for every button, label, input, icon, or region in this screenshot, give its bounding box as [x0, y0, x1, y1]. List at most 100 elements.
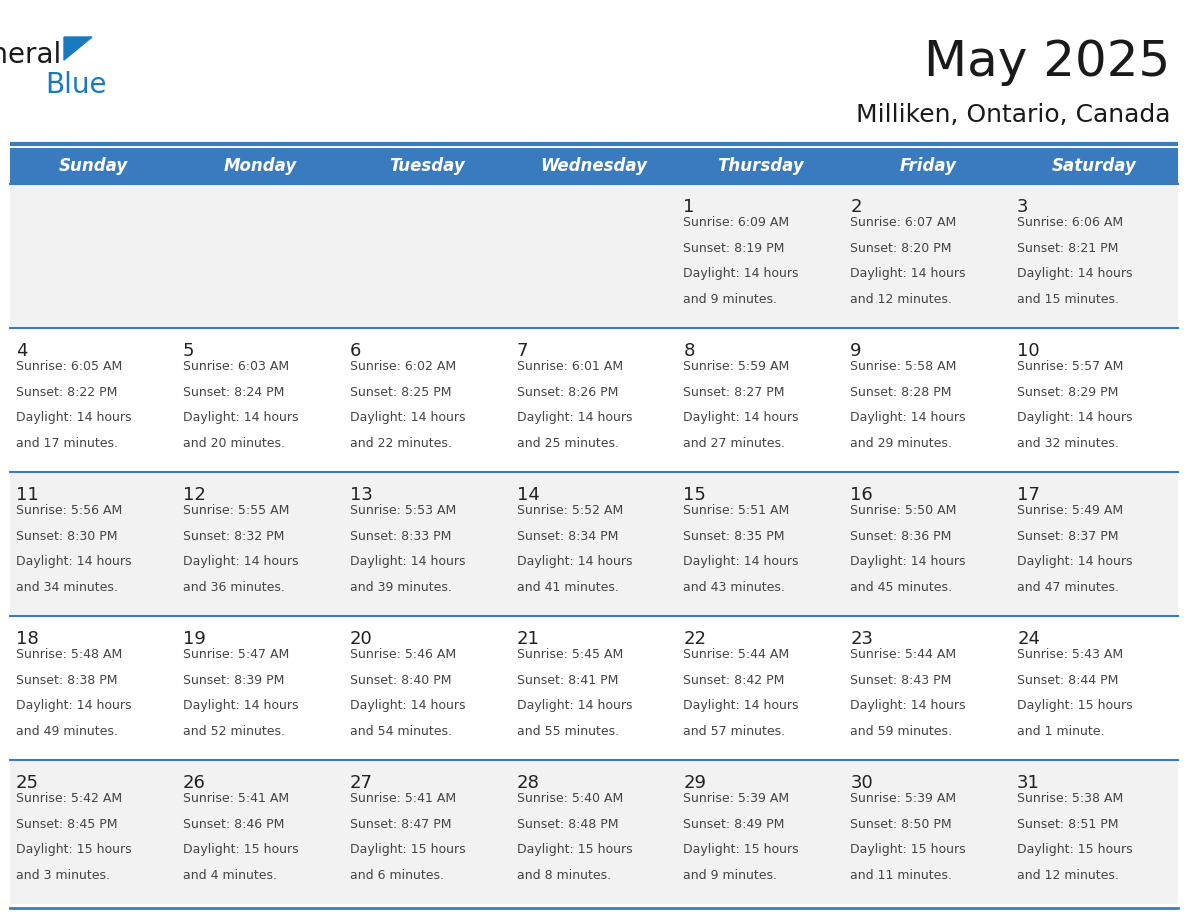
Text: Sunset: 8:42 PM: Sunset: 8:42 PM — [683, 674, 785, 687]
Text: and 4 minutes.: and 4 minutes. — [183, 869, 277, 882]
Text: Sunset: 8:29 PM: Sunset: 8:29 PM — [1017, 386, 1119, 398]
Text: Daylight: 14 hours: Daylight: 14 hours — [183, 411, 298, 424]
Text: 4: 4 — [15, 342, 27, 360]
Text: Friday: Friday — [899, 157, 956, 175]
Text: Sunrise: 6:01 AM: Sunrise: 6:01 AM — [517, 360, 623, 373]
Text: Sunrise: 5:44 AM: Sunrise: 5:44 AM — [851, 648, 956, 661]
Text: Sunset: 8:38 PM: Sunset: 8:38 PM — [15, 674, 118, 687]
Text: Sunrise: 5:51 AM: Sunrise: 5:51 AM — [683, 504, 790, 517]
Bar — [10, 184, 1178, 328]
Text: Daylight: 15 hours: Daylight: 15 hours — [15, 844, 132, 856]
Text: 13: 13 — [349, 486, 373, 504]
Text: 20: 20 — [349, 630, 373, 648]
Bar — [10, 616, 1178, 760]
Text: and 59 minutes.: and 59 minutes. — [851, 725, 953, 738]
Text: General: General — [0, 41, 62, 69]
Text: 16: 16 — [851, 486, 873, 504]
Text: 8: 8 — [683, 342, 695, 360]
Text: Daylight: 14 hours: Daylight: 14 hours — [183, 700, 298, 712]
Text: Sunset: 8:48 PM: Sunset: 8:48 PM — [517, 818, 618, 831]
Text: 31: 31 — [1017, 774, 1040, 792]
Bar — [10, 328, 1178, 472]
Text: 1: 1 — [683, 198, 695, 216]
Text: 12: 12 — [183, 486, 206, 504]
Text: Daylight: 14 hours: Daylight: 14 hours — [683, 267, 798, 280]
Text: 29: 29 — [683, 774, 707, 792]
Text: and 3 minutes.: and 3 minutes. — [15, 869, 110, 882]
Text: 17: 17 — [1017, 486, 1040, 504]
Text: Blue: Blue — [45, 71, 107, 99]
Text: Sunrise: 6:07 AM: Sunrise: 6:07 AM — [851, 216, 956, 229]
Bar — [10, 472, 1178, 616]
Text: Daylight: 14 hours: Daylight: 14 hours — [183, 555, 298, 568]
Text: Sunrise: 5:41 AM: Sunrise: 5:41 AM — [349, 792, 456, 805]
Text: 15: 15 — [683, 486, 707, 504]
Text: Sunday: Sunday — [58, 157, 128, 175]
Text: Sunrise: 6:09 AM: Sunrise: 6:09 AM — [683, 216, 790, 229]
Text: Wednesday: Wednesday — [541, 157, 647, 175]
Bar — [10, 760, 1178, 904]
Text: 7: 7 — [517, 342, 529, 360]
Text: and 12 minutes.: and 12 minutes. — [1017, 869, 1119, 882]
Text: Sunset: 8:19 PM: Sunset: 8:19 PM — [683, 241, 785, 254]
Text: Sunrise: 5:49 AM: Sunrise: 5:49 AM — [1017, 504, 1124, 517]
Text: Daylight: 14 hours: Daylight: 14 hours — [349, 700, 466, 712]
Text: and 57 minutes.: and 57 minutes. — [683, 725, 785, 738]
Text: Sunrise: 5:58 AM: Sunrise: 5:58 AM — [851, 360, 956, 373]
Text: Daylight: 14 hours: Daylight: 14 hours — [15, 555, 132, 568]
Text: Sunset: 8:30 PM: Sunset: 8:30 PM — [15, 530, 118, 543]
Text: and 15 minutes.: and 15 minutes. — [1017, 293, 1119, 306]
Text: Daylight: 14 hours: Daylight: 14 hours — [851, 700, 966, 712]
Text: Sunrise: 5:46 AM: Sunrise: 5:46 AM — [349, 648, 456, 661]
Text: Daylight: 15 hours: Daylight: 15 hours — [1017, 844, 1133, 856]
Text: 19: 19 — [183, 630, 206, 648]
Text: 27: 27 — [349, 774, 373, 792]
Text: Sunrise: 5:39 AM: Sunrise: 5:39 AM — [851, 792, 956, 805]
Text: Sunrise: 5:59 AM: Sunrise: 5:59 AM — [683, 360, 790, 373]
Text: Sunrise: 5:41 AM: Sunrise: 5:41 AM — [183, 792, 289, 805]
Text: and 55 minutes.: and 55 minutes. — [517, 725, 619, 738]
Text: Sunrise: 5:50 AM: Sunrise: 5:50 AM — [851, 504, 956, 517]
Text: Saturday: Saturday — [1053, 157, 1137, 175]
Text: 3: 3 — [1017, 198, 1029, 216]
Text: Tuesday: Tuesday — [390, 157, 465, 175]
Text: Sunset: 8:43 PM: Sunset: 8:43 PM — [851, 674, 952, 687]
Text: Sunrise: 5:55 AM: Sunrise: 5:55 AM — [183, 504, 289, 517]
Text: Daylight: 14 hours: Daylight: 14 hours — [15, 700, 132, 712]
Text: Sunset: 8:44 PM: Sunset: 8:44 PM — [1017, 674, 1119, 687]
Text: and 41 minutes.: and 41 minutes. — [517, 581, 619, 594]
Text: Sunrise: 5:39 AM: Sunrise: 5:39 AM — [683, 792, 790, 805]
Text: Sunrise: 5:53 AM: Sunrise: 5:53 AM — [349, 504, 456, 517]
Text: Daylight: 15 hours: Daylight: 15 hours — [349, 844, 466, 856]
Text: Sunrise: 5:38 AM: Sunrise: 5:38 AM — [1017, 792, 1124, 805]
Bar — [10, 148, 1178, 184]
Text: and 25 minutes.: and 25 minutes. — [517, 437, 619, 450]
Text: 6: 6 — [349, 342, 361, 360]
Text: Daylight: 15 hours: Daylight: 15 hours — [183, 844, 298, 856]
Text: Daylight: 14 hours: Daylight: 14 hours — [1017, 267, 1132, 280]
Text: Sunset: 8:27 PM: Sunset: 8:27 PM — [683, 386, 785, 398]
Text: Sunrise: 5:57 AM: Sunrise: 5:57 AM — [1017, 360, 1124, 373]
Text: Sunset: 8:33 PM: Sunset: 8:33 PM — [349, 530, 451, 543]
Text: Daylight: 14 hours: Daylight: 14 hours — [349, 411, 466, 424]
Text: Sunrise: 5:42 AM: Sunrise: 5:42 AM — [15, 792, 122, 805]
Text: Sunset: 8:24 PM: Sunset: 8:24 PM — [183, 386, 284, 398]
Text: 26: 26 — [183, 774, 206, 792]
Text: 24: 24 — [1017, 630, 1041, 648]
Text: Sunrise: 6:05 AM: Sunrise: 6:05 AM — [15, 360, 122, 373]
Text: Sunrise: 6:03 AM: Sunrise: 6:03 AM — [183, 360, 289, 373]
Text: and 17 minutes.: and 17 minutes. — [15, 437, 118, 450]
Text: 2: 2 — [851, 198, 861, 216]
Text: Sunset: 8:22 PM: Sunset: 8:22 PM — [15, 386, 118, 398]
Text: May 2025: May 2025 — [924, 38, 1170, 86]
Text: Daylight: 14 hours: Daylight: 14 hours — [1017, 411, 1132, 424]
Text: and 9 minutes.: and 9 minutes. — [683, 293, 777, 306]
Text: Daylight: 15 hours: Daylight: 15 hours — [851, 844, 966, 856]
Text: Daylight: 15 hours: Daylight: 15 hours — [1017, 700, 1133, 712]
Text: 5: 5 — [183, 342, 195, 360]
Text: Sunrise: 5:43 AM: Sunrise: 5:43 AM — [1017, 648, 1124, 661]
Text: Sunset: 8:37 PM: Sunset: 8:37 PM — [1017, 530, 1119, 543]
Text: Sunset: 8:25 PM: Sunset: 8:25 PM — [349, 386, 451, 398]
Text: Sunrise: 5:47 AM: Sunrise: 5:47 AM — [183, 648, 289, 661]
Polygon shape — [64, 37, 91, 60]
